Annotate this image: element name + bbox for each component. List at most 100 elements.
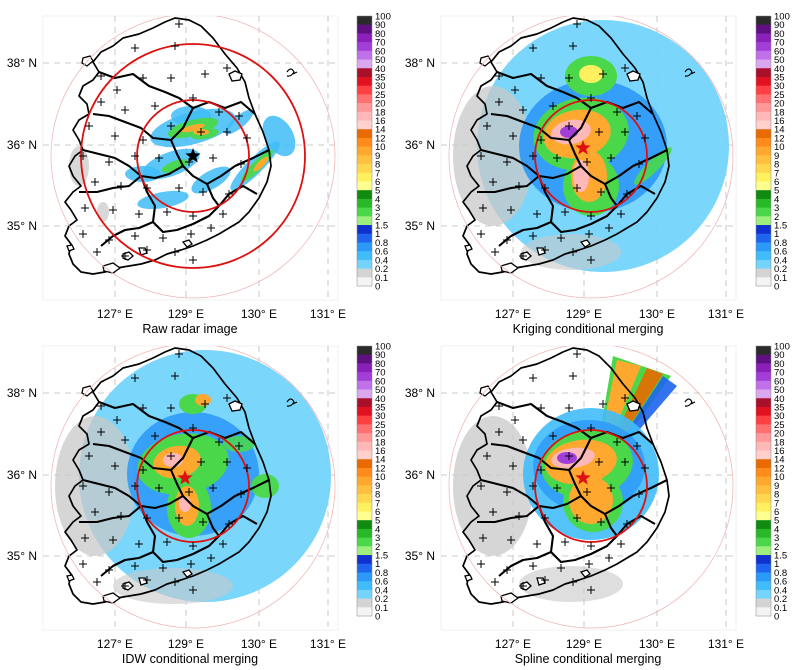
colorbar-tick-label: 0 [774, 612, 779, 623]
province-border [480, 478, 582, 510]
rain-gauge-marker [635, 160, 643, 168]
x-tick-label: 131° E [310, 307, 346, 321]
colorbar-swatch [357, 277, 372, 287]
rain-gauge-marker [633, 112, 641, 120]
rain-gauge-marker [587, 94, 595, 102]
province-border [490, 107, 592, 142]
rain-gauge-marker [97, 402, 105, 410]
rain-cell [113, 568, 233, 604]
rain-gauge-marker [573, 514, 581, 522]
colorbar-swatch [756, 563, 771, 573]
rain-gauge-marker [569, 248, 577, 256]
colorbar-swatch [357, 415, 372, 425]
rain-gauge-marker [109, 206, 117, 214]
rain-gauge-marker [529, 482, 537, 490]
colorbar-tick-label: 60 [375, 376, 386, 387]
rain-gauge-marker [223, 394, 231, 402]
colorbar-tick-label: 20 [375, 429, 386, 440]
colorbar-swatch [756, 502, 771, 512]
province-border [98, 401, 256, 445]
rain-gauge-marker [503, 488, 511, 496]
colorbar-swatch [756, 225, 771, 235]
colorbar-tick-label: 1.5 [774, 221, 787, 232]
colorbar-tick-label: 80 [774, 359, 785, 370]
rain-gauge-marker [93, 248, 101, 256]
rain-gauge-marker [613, 108, 621, 116]
colorbar-tick-label: 8 [774, 160, 779, 171]
colorbar-swatch [756, 277, 771, 287]
colorbar-swatch [357, 251, 372, 261]
colorbar-swatch [357, 441, 372, 451]
colorbar-tick-label: 1.5 [375, 221, 388, 232]
colorbar-swatch [756, 406, 771, 417]
rain-gauge-marker [167, 452, 175, 460]
max-rain-star [575, 140, 591, 155]
colorbar-swatch [357, 50, 372, 60]
colorbar-swatch [756, 485, 771, 495]
rain-gauge-marker [585, 230, 593, 238]
rain-gauge-marker [573, 20, 581, 28]
panel-caption: Raw radar image [142, 322, 237, 336]
rain-gauge-marker [595, 128, 603, 136]
colorbar-tick-label: 14 [375, 455, 386, 466]
colorbar-frame [755, 345, 772, 617]
colorbar-swatch [357, 111, 372, 121]
colorbar-swatch [357, 181, 372, 191]
island [464, 574, 473, 582]
rain-gauge-marker [529, 232, 537, 240]
province-border [538, 505, 656, 564]
colorbar-swatch [357, 372, 372, 382]
colorbar-tick-label: 0 [375, 612, 380, 623]
colorbar-swatch [756, 233, 771, 243]
rain-gauge-marker [491, 578, 499, 586]
colorbar-tick-label: 9 [375, 481, 380, 492]
colorbar-tick-label: 14 [375, 125, 386, 136]
island [536, 247, 546, 256]
rain-gauge-marker [167, 122, 175, 130]
rain-gauge-marker [225, 190, 233, 198]
colorbar-tick-label: 90 [375, 350, 386, 361]
rain-gauge-marker [175, 20, 183, 28]
rain-gauge-marker [595, 458, 603, 466]
rain-gauge-marker [621, 394, 629, 402]
colorbar-tick-label: 9 [774, 151, 779, 162]
island [102, 262, 122, 274]
colorbar-tick-label: 10 [375, 142, 386, 153]
colorbar-tick-label: 4 [774, 524, 779, 535]
panel-caption: IDW conditional merging [122, 652, 258, 666]
colorbar-tick-label: 2 [774, 212, 779, 223]
colorbar-swatch [756, 181, 771, 191]
x-tick-label: 130° E [241, 637, 277, 651]
rain-gauge-marker [623, 190, 631, 198]
rain-gauge-marker [515, 512, 523, 520]
rain-gauge-marker [209, 154, 217, 162]
colorbar-swatch [756, 424, 771, 434]
rain-gauge-marker [121, 106, 129, 114]
colorbar-tick-label: 0.8 [774, 568, 787, 579]
rain-gauge-marker [623, 520, 631, 528]
rain-gauge-marker [565, 404, 573, 412]
rain-gauge-marker [553, 154, 561, 162]
colorbar-swatch [357, 137, 372, 148]
colorbar-tick-label: 9 [375, 151, 380, 162]
rain-gauge-marker [617, 210, 625, 218]
rain-gauge-marker [131, 482, 139, 490]
x-tick-label: 129° E [168, 307, 204, 321]
y-tick-label: 35° N [7, 219, 37, 233]
rain-gauge-marker [483, 452, 491, 460]
province-border [538, 175, 656, 234]
rain-gauge-marker [111, 132, 119, 140]
colorbar-swatch [756, 598, 771, 608]
rain-gauge-marker [587, 424, 595, 432]
rain-gauge-marker [533, 210, 541, 218]
rain-gauge-marker [105, 566, 113, 574]
colorbar-tick-label: 3 [375, 533, 380, 544]
x-tick-label: 127° E [495, 637, 531, 651]
colorbar-tick-label: 60 [774, 376, 785, 387]
panel-3: 38° N 36° N 35° N 127° E 129° E 130° E 1… [7, 345, 346, 666]
rain-gauge-marker [163, 208, 171, 216]
colorbar-tick-label: 0.4 [375, 585, 388, 596]
rain-gauge-marker [633, 442, 641, 450]
colorbar-swatch [357, 476, 372, 486]
colorbar-tick-label: 0.2 [375, 594, 388, 605]
